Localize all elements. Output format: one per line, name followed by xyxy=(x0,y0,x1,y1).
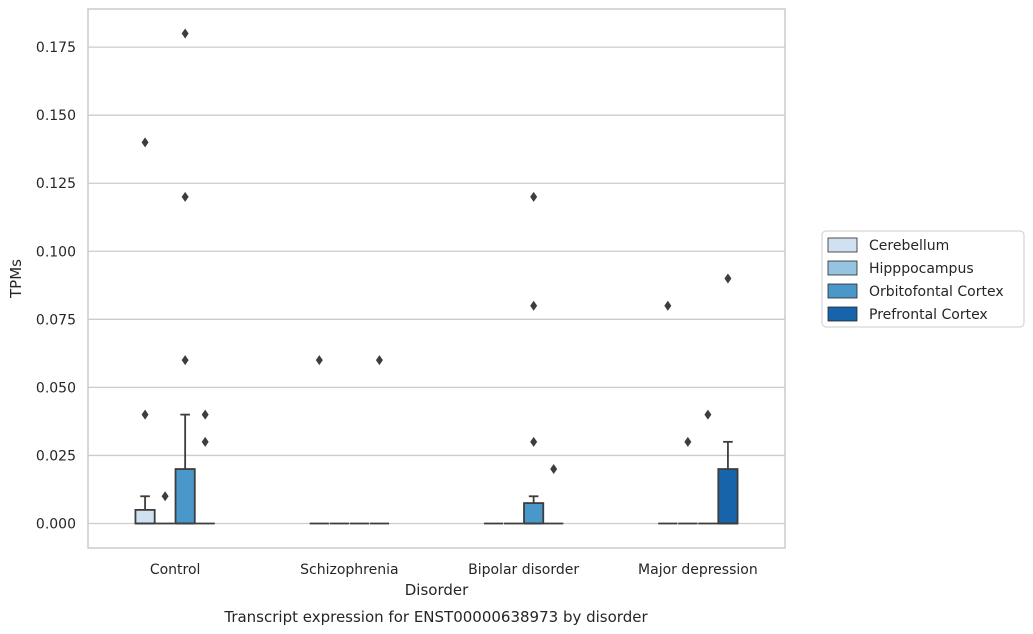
legend-label: Hipppocampus xyxy=(869,261,974,277)
box-prefrontal-cortex-1 xyxy=(369,355,390,525)
box-body xyxy=(523,502,545,525)
y-tick-label: 0.125 xyxy=(36,176,76,192)
box-hipppocampus-3 xyxy=(678,436,698,525)
boxes xyxy=(134,28,739,525)
box-orbitofontal-cortex-3 xyxy=(698,409,718,525)
outlier-point xyxy=(530,300,538,311)
outlier-point xyxy=(181,28,189,39)
box-cerebellum-0 xyxy=(134,137,156,525)
box-cerebellum-3 xyxy=(658,300,678,525)
gridlines xyxy=(88,46,785,525)
x-tick-label: Bipolar disorder xyxy=(468,562,579,578)
box-orbitofontal-cortex-0 xyxy=(174,28,196,525)
y-tick-label: 0.150 xyxy=(36,108,76,124)
box-hipppocampus-0 xyxy=(155,491,175,525)
outlier-point xyxy=(375,355,383,366)
legend-label: Cerebellum xyxy=(869,238,949,254)
y-axis-ticks: 0.000 0.025 0.050 0.075 0.100 0.125 0.150 0.175 xyxy=(36,40,76,532)
box-prefrontal-cortex-3 xyxy=(717,273,739,525)
outlier-point xyxy=(530,436,538,447)
box-cerebellum-1 xyxy=(309,355,329,525)
outlier-point xyxy=(550,464,558,475)
legend-swatch xyxy=(827,283,858,299)
outlier-point xyxy=(724,273,732,284)
plot-area-frame xyxy=(87,8,786,549)
box-prefrontal-cortex-2 xyxy=(544,464,564,525)
y-tick-label: 0.075 xyxy=(36,312,76,328)
legend-label: Prefrontal Cortex xyxy=(869,307,988,323)
y-tick-label: 0.100 xyxy=(36,244,76,260)
legend-swatch xyxy=(827,237,858,253)
outlier-point xyxy=(684,436,692,447)
legend-swatch xyxy=(827,306,858,322)
box-body xyxy=(134,508,156,525)
outlier-point xyxy=(704,409,712,420)
y-axis-title: TPMs xyxy=(7,259,25,299)
y-tick-label: 0.000 xyxy=(36,517,76,533)
legend-swatch xyxy=(827,260,858,276)
y-tick-label: 0.025 xyxy=(36,448,76,464)
outlier-point xyxy=(664,300,672,311)
x-axis-ticks: Control Schizophrenia Bipolar disorder Majo… xyxy=(150,562,758,578)
box-prefrontal-cortex-0 xyxy=(195,409,215,525)
outlier-point xyxy=(530,191,538,202)
legend-frame xyxy=(821,230,1025,328)
outlier-point xyxy=(161,491,169,502)
box-orbitofontal-cortex-2 xyxy=(523,191,545,525)
outlier-point xyxy=(201,436,209,447)
outlier-point xyxy=(141,137,149,148)
x-axis-title: Disorder xyxy=(405,581,469,599)
outlier-point xyxy=(315,355,323,366)
x-tick-label: Major depression xyxy=(638,562,758,578)
chart-title: Transcript expression for ENST0000063897… xyxy=(223,608,648,626)
legend: Cerebellum Hipppocampus Orbitofontal Corte… xyxy=(821,230,1025,328)
y-tick-label: 0.050 xyxy=(36,380,76,396)
box-body xyxy=(717,468,739,525)
legend-label: Orbitofontal Cortex xyxy=(869,284,1004,300)
x-tick-label: Schizophrenia xyxy=(300,562,398,578)
x-tick-label: Control xyxy=(150,562,201,578)
box-body xyxy=(174,468,196,525)
outlier-point xyxy=(181,191,189,202)
outlier-point xyxy=(141,409,149,420)
outlier-point xyxy=(181,355,189,366)
outlier-point xyxy=(201,409,209,420)
y-tick-label: 0.175 xyxy=(36,40,76,56)
